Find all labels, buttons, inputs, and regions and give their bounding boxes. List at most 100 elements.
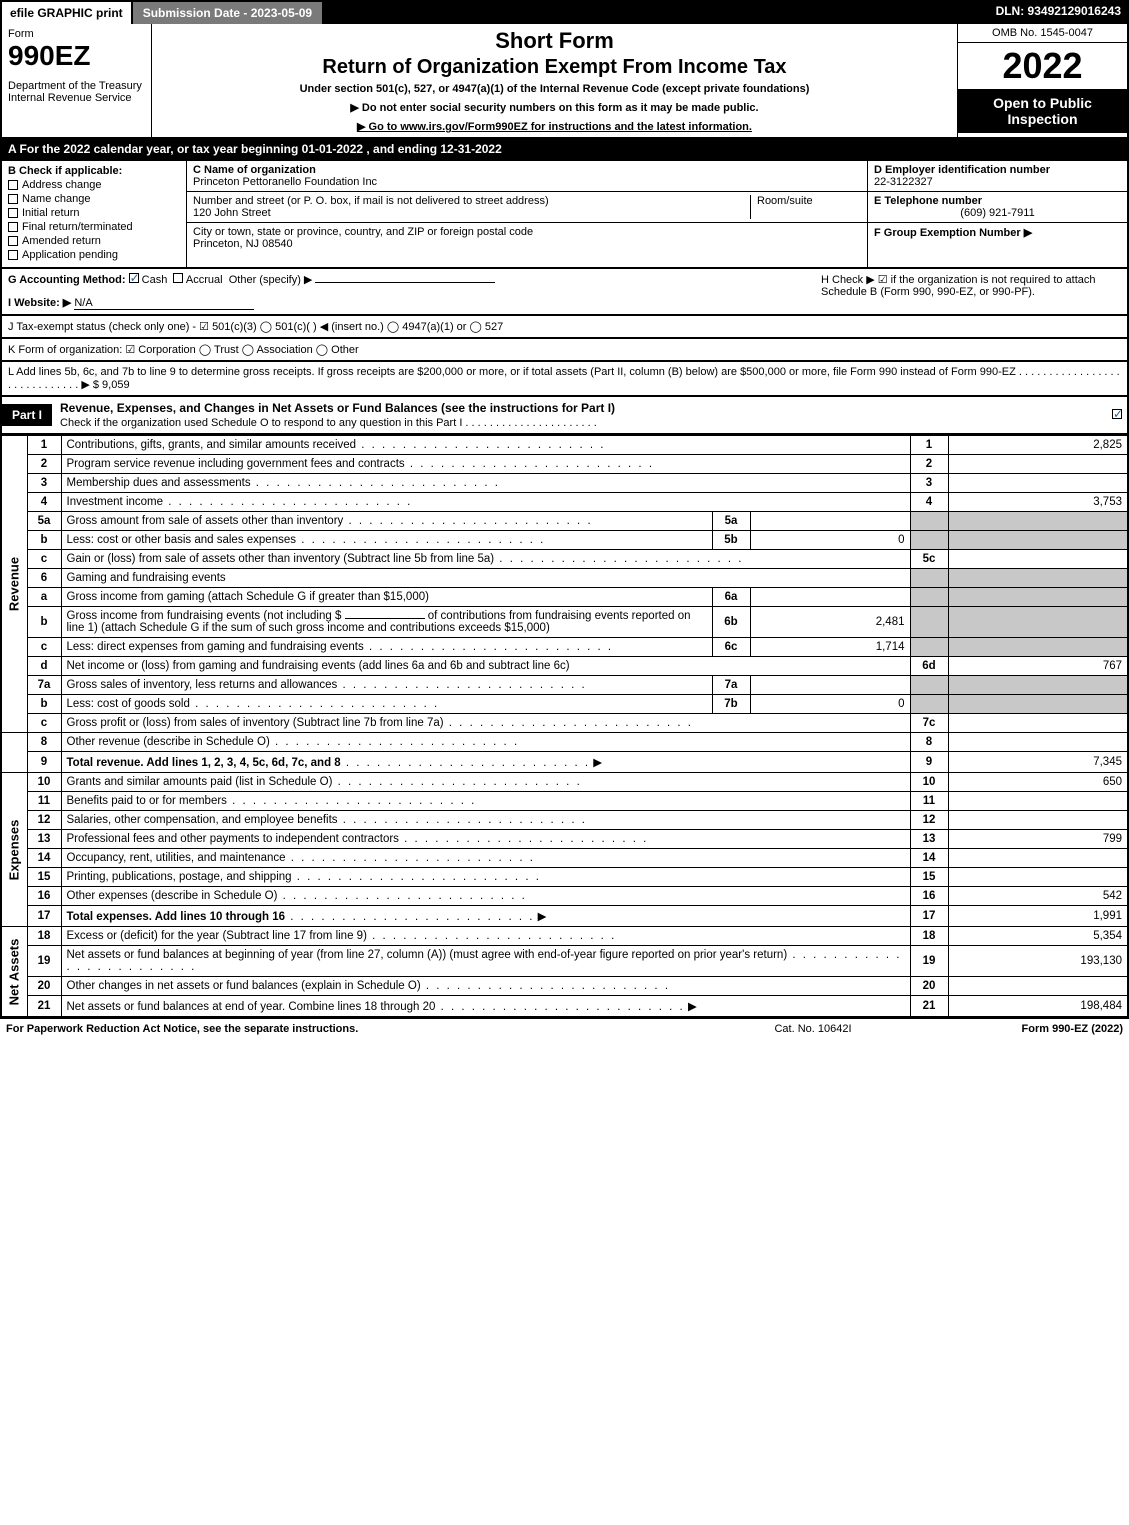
expenses-vertical: Expenses: [1, 773, 27, 927]
chk-final-return[interactable]: Final return/terminated: [8, 221, 180, 233]
line-6: 6Gaming and fundraising events: [1, 569, 1128, 588]
part-1-table: Revenue 1 Contributions, gifts, grants, …: [0, 435, 1129, 1018]
tax-year: 2022: [958, 43, 1127, 89]
paperwork-notice: For Paperwork Reduction Act Notice, see …: [6, 1023, 683, 1035]
chk-initial-return[interactable]: Initial return: [8, 207, 180, 219]
chk-application-pending[interactable]: Application pending: [8, 249, 180, 261]
line-3: 3Membership dues and assessments 3: [1, 474, 1128, 493]
line-20: 20Other changes in net assets or fund ba…: [1, 977, 1128, 996]
form-header: Form 990EZ Department of the Treasury In…: [0, 24, 1129, 139]
gross-receipts-text: L Add lines 5b, 6c, and 7b to line 9 to …: [8, 366, 1120, 391]
org-name-row: C Name of organization Princeton Pettora…: [187, 161, 867, 192]
row-g-h: G Accounting Method: Cash Accrual Other …: [0, 269, 1129, 316]
ein-value: 22-3122327: [874, 176, 1121, 188]
row-k-form-org: K Form of organization: ☑ Corporation ◯ …: [0, 339, 1129, 362]
line-5a: 5aGross amount from sale of assets other…: [1, 512, 1128, 531]
phone-row: E Telephone number (609) 921-7911: [868, 192, 1127, 223]
line-8: 8Other revenue (describe in Schedule O) …: [1, 733, 1128, 752]
street-row: Number and street (or P. O. box, if mail…: [187, 192, 867, 223]
line-17: 17Total expenses. Add lines 10 through 1…: [1, 906, 1128, 927]
phone-label: E Telephone number: [874, 195, 1121, 207]
org-name-label: C Name of organization: [193, 164, 861, 176]
row-a-tax-year: A For the 2022 calendar year, or tax yea…: [0, 139, 1129, 161]
revenue-vertical: Revenue: [1, 436, 27, 733]
goto-link[interactable]: ▶ Go to www.irs.gov/Form990EZ for instru…: [158, 120, 951, 133]
part-1-label: Part I: [2, 404, 52, 426]
accounting-method: G Accounting Method: Cash Accrual Other …: [8, 273, 821, 310]
form-of-organization: K Form of organization: ☑ Corporation ◯ …: [8, 343, 1121, 356]
form-word: Form: [8, 28, 145, 40]
ein-row: D Employer identification number 22-3122…: [868, 161, 1127, 192]
line-16: 16Other expenses (describe in Schedule O…: [1, 887, 1128, 906]
line-21: 21Net assets or fund balances at end of …: [1, 996, 1128, 1018]
col-b-checkboxes: B Check if applicable: Address change Na…: [2, 161, 187, 267]
street-value: 120 John Street: [193, 207, 744, 219]
title-return: Return of Organization Exempt From Incom…: [158, 56, 951, 79]
city-value: Princeton, NJ 08540: [193, 238, 861, 250]
top-bar: efile GRAPHIC print Submission Date - 20…: [0, 0, 1129, 24]
line-6c: cLess: direct expenses from gaming and f…: [1, 638, 1128, 657]
line-5b: bLess: cost or other basis and sales exp…: [1, 531, 1128, 550]
chk-address-change[interactable]: Address change: [8, 179, 180, 191]
row-l-gross-receipts: L Add lines 5b, 6c, and 7b to line 9 to …: [0, 362, 1129, 397]
line-6b: b Gross income from fundraising events (…: [1, 607, 1128, 638]
col-b-title: B Check if applicable:: [8, 165, 180, 177]
tax-exempt-status: J Tax-exempt status (check only one) - ☑…: [8, 320, 1121, 333]
line-7b: bLess: cost of goods sold 7b0: [1, 695, 1128, 714]
website-value: N/A: [74, 297, 254, 310]
city-label: City or town, state or province, country…: [193, 226, 861, 238]
gross-receipts-value: 9,059: [102, 379, 130, 391]
phone-value: (609) 921-7911: [874, 207, 1121, 219]
group-exemption-label: F Group Exemption Number ▶: [874, 227, 1032, 239]
part-1-check-note: Check if the organization used Schedule …: [60, 417, 597, 429]
form-id-footer: Form 990-EZ (2022): [943, 1023, 1123, 1035]
header-left: Form 990EZ Department of the Treasury In…: [2, 24, 152, 137]
city-row: City or town, state or province, country…: [187, 223, 867, 253]
chk-name-change[interactable]: Name change: [8, 193, 180, 205]
line-10: Expenses 10Grants and similar amounts pa…: [1, 773, 1128, 792]
line-6d: dNet income or (loss) from gaming and fu…: [1, 657, 1128, 676]
ssn-warning: ▶ Do not enter social security numbers o…: [158, 101, 951, 114]
title-short-form: Short Form: [158, 28, 951, 54]
omb-number: OMB No. 1545-0047: [958, 24, 1127, 43]
page-footer: For Paperwork Reduction Act Notice, see …: [0, 1018, 1129, 1039]
line-14: 14Occupancy, rent, utilities, and mainte…: [1, 849, 1128, 868]
website-label: I Website: ▶: [8, 297, 71, 309]
line-4: 4Investment income 43,753: [1, 493, 1128, 512]
line-15: 15Printing, publications, postage, and s…: [1, 868, 1128, 887]
line-19: 19Net assets or fund balances at beginni…: [1, 946, 1128, 977]
line-7c: cGross profit or (loss) from sales of in…: [1, 714, 1128, 733]
room-suite-label: Room/suite: [751, 195, 861, 219]
line-9: 9Total revenue. Add lines 1, 2, 3, 4, 5c…: [1, 752, 1128, 773]
line-1: Revenue 1 Contributions, gifts, grants, …: [1, 436, 1128, 455]
header-mid: Short Form Return of Organization Exempt…: [152, 24, 957, 137]
form-number: 990EZ: [8, 40, 145, 72]
open-to-public: Open to Public Inspection: [958, 89, 1127, 133]
net-assets-vertical: Net Assets: [1, 927, 27, 1018]
street-label: Number and street (or P. O. box, if mail…: [193, 195, 744, 207]
part-1-bar: Part I Revenue, Expenses, and Changes in…: [0, 397, 1129, 435]
department-label: Department of the Treasury Internal Reve…: [8, 80, 145, 104]
line-18: Net Assets 18Excess or (deficit) for the…: [1, 927, 1128, 946]
org-info-block: B Check if applicable: Address change Na…: [0, 161, 1129, 269]
chk-cash[interactable]: [129, 273, 139, 283]
catalog-number: Cat. No. 10642I: [683, 1023, 943, 1035]
header-right: OMB No. 1545-0047 2022 Open to Public In…: [957, 24, 1127, 137]
line-12: 12Salaries, other compensation, and empl…: [1, 811, 1128, 830]
line-2: 2Program service revenue including gover…: [1, 455, 1128, 474]
part-1-title: Revenue, Expenses, and Changes in Net As…: [52, 397, 1107, 433]
part-1-sched-o-check[interactable]: [1107, 408, 1127, 422]
line-7a: 7aGross sales of inventory, less returns…: [1, 676, 1128, 695]
line-6a: aGross income from gaming (attach Schedu…: [1, 588, 1128, 607]
subtitle-section: Under section 501(c), 527, or 4947(a)(1)…: [158, 83, 951, 95]
line-13: 13Professional fees and other payments t…: [1, 830, 1128, 849]
line-11: 11Benefits paid to or for members11: [1, 792, 1128, 811]
dln-label: DLN: 93492129016243: [988, 0, 1129, 24]
schedule-b-note: H Check ▶ ☑ if the organization is not r…: [821, 273, 1121, 310]
row-j-tax-exempt: J Tax-exempt status (check only one) - ☑…: [0, 316, 1129, 339]
efile-print-label[interactable]: efile GRAPHIC print: [0, 0, 133, 24]
chk-amended-return[interactable]: Amended return: [8, 235, 180, 247]
col-d-ids: D Employer identification number 22-3122…: [867, 161, 1127, 267]
ein-label: D Employer identification number: [874, 164, 1121, 176]
chk-accrual[interactable]: [173, 273, 183, 283]
